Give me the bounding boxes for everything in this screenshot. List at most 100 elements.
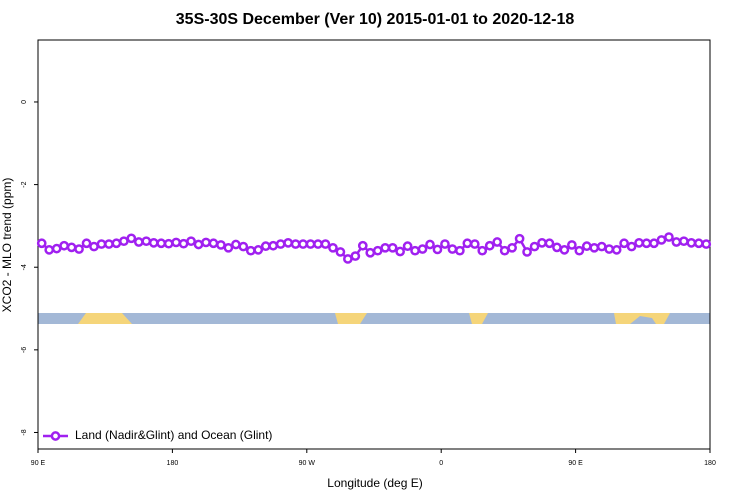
data-point [171,237,181,248]
data-point [567,240,577,250]
data-point [320,239,331,249]
data-point [455,245,465,256]
data-point [641,238,652,249]
data-point [380,242,391,253]
data-point [231,239,241,250]
data-point [537,237,547,248]
data-point [313,239,323,249]
data-point [559,245,570,255]
data-point [305,239,316,249]
data-point [701,239,712,249]
data-point [89,241,99,252]
data-point [357,240,368,251]
data-point [425,239,435,250]
data-point [126,233,137,244]
x-tick-label: 90 E [568,460,583,467]
data-point [634,237,644,248]
data-point [596,241,607,252]
data-point [283,237,293,248]
data-point [619,238,629,249]
data-point [372,245,383,256]
x-tick-label: 180 [704,460,716,467]
data-point [96,239,107,249]
data-point [574,245,585,256]
data-point [163,238,174,249]
x-axis-label: Longitude (deg E) [327,476,422,490]
data-point [395,246,405,257]
data-point [626,241,637,252]
data-point [686,237,697,248]
data-point [328,242,338,253]
x-tick-label: 90 E [31,460,46,467]
data-point [649,238,659,249]
data-point [216,240,226,250]
data-point [469,239,480,249]
data-point [245,245,256,256]
data-point [417,244,428,254]
data-point [208,238,219,249]
data-point [156,238,167,249]
data-point [81,238,92,249]
data-point [492,237,503,247]
data-point [499,245,510,256]
data-point [589,242,600,253]
data-point [522,247,532,257]
data-point [36,238,47,249]
data-point [178,238,189,249]
data-point [268,240,279,251]
data-point [335,247,346,257]
data-point [484,240,495,251]
data-point [432,244,443,255]
data-point [201,237,211,248]
data-point [477,245,488,256]
data-point [74,244,84,254]
data-point [148,237,159,248]
data-point [671,237,682,247]
data-point [290,239,301,249]
x-tick-label: 180 [167,460,179,467]
data-point [365,247,376,258]
data-point [350,251,361,261]
data-point [298,239,308,249]
data-point [447,244,458,254]
data-point [679,236,689,247]
data-point [260,241,271,252]
y-tick-label: -8 [21,429,28,435]
data-point [133,237,144,247]
data-point [104,239,114,249]
chart-title: 35S-30S December (Ver 10) 2015-01-01 to … [176,11,575,28]
data-point [693,238,704,249]
data-point [119,236,129,247]
data-point [402,241,413,252]
y-tick-label: -6 [21,347,28,353]
data-point [387,242,398,253]
data-point [51,243,62,254]
data-point [611,245,622,255]
data-point [581,241,592,252]
data-point [59,240,69,251]
data-point [552,242,562,253]
data-point [462,238,473,249]
y-axis-label: XCO2 - MLO trend (ppm) [0,178,14,313]
y-tick-label: -4 [21,264,28,270]
data-point [544,238,555,249]
data-point [664,232,674,242]
map-strip [38,313,710,324]
legend-marker [50,431,61,441]
x-tick-label: 90 W [299,460,316,467]
data-point [253,245,264,255]
data-point [514,233,525,244]
data-point [223,242,234,253]
legend-label: Land (Nadir&Glint) and Ocean (Glint) [75,428,272,442]
data-point [275,239,286,249]
data-point [410,245,420,256]
y-tick-label: 0 [21,100,28,104]
data-point [111,238,122,249]
x-tick-label: 0 [439,460,443,467]
data-point [604,244,615,254]
data-point [186,236,196,247]
data-point [440,239,450,249]
data-point [44,245,55,255]
data-point [66,242,77,253]
